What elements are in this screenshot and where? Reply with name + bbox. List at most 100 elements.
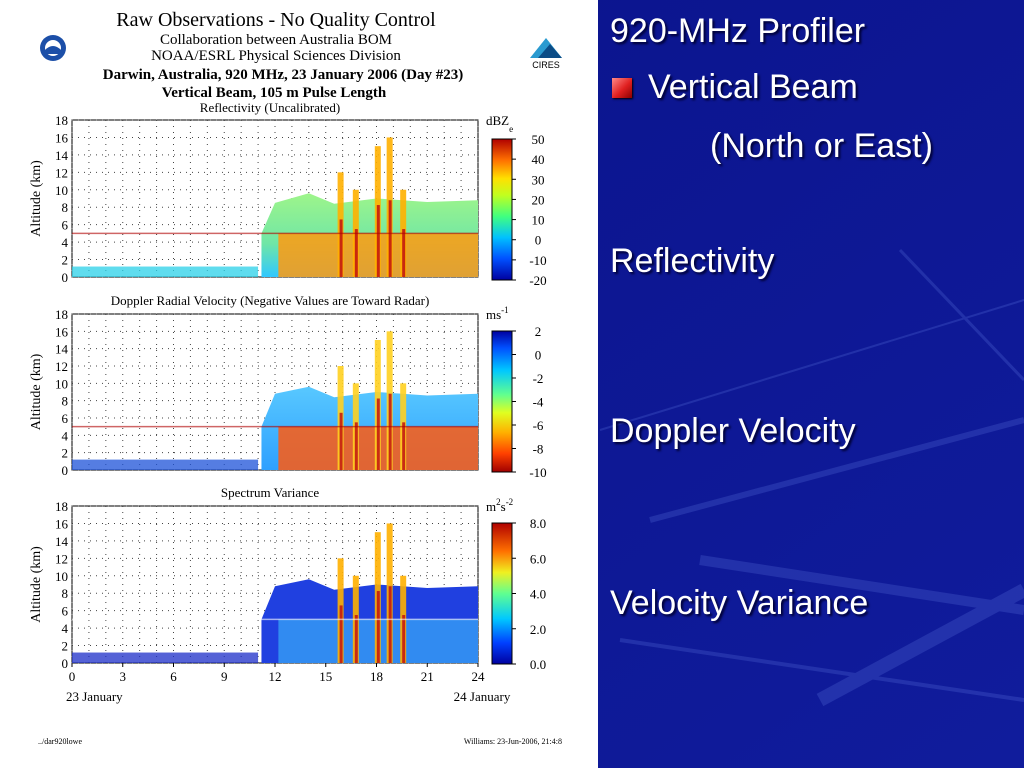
data-field [72, 331, 478, 470]
convective-core [388, 393, 392, 470]
colorbar-tick-label: -10 [529, 253, 546, 268]
y-axis-label: Altitude (km) [29, 160, 44, 237]
colorbar-tick-label: 0.0 [530, 657, 546, 672]
x-date-left: 23 January [66, 689, 123, 704]
data-field [72, 137, 478, 277]
x-tick-label: 0 [69, 669, 76, 684]
convective-core [339, 605, 343, 663]
convective-core [388, 586, 392, 663]
colorbar-tick-label: 50 [532, 132, 545, 147]
convective-core [339, 219, 343, 277]
convective-core [376, 205, 380, 277]
colorbar-tick-label: 6.0 [530, 551, 546, 566]
y-tick-label: 8 [62, 200, 69, 215]
figure-panel: Raw Observations - No Quality Control Co… [0, 0, 598, 768]
x-tick-label: 6 [170, 669, 177, 684]
colorbar-tick-label: 10 [532, 213, 545, 228]
y-tick-label: 16 [55, 324, 69, 339]
cires-logo: CIRES [530, 38, 562, 70]
figure-subtitle-org: NOAA/ESRL Physical Sciences Division [151, 48, 401, 64]
convective-core [388, 200, 392, 277]
figure-title: Raw Observations - No Quality Control [116, 9, 436, 31]
colorbar-tick-label: -4 [533, 395, 544, 410]
boundary-layer-echo [72, 652, 259, 663]
footer-left: ../dar920lowe [38, 737, 82, 746]
label-doppler-velocity: Doppler Velocity [610, 412, 856, 450]
bullet-north-or-east: (North or East) [710, 127, 933, 165]
colorbar-tick-label: 4.0 [530, 587, 546, 602]
y-tick-label: 18 [55, 113, 68, 128]
convective-core [339, 412, 343, 470]
colorbar [491, 330, 513, 473]
y-tick-label: 18 [55, 499, 68, 514]
y-axis-label: Altitude (km) [29, 353, 44, 430]
x-tick-label: 9 [221, 669, 228, 684]
y-tick-label: 2 [62, 639, 69, 654]
colorbar-tick-label: 40 [532, 152, 545, 167]
y-tick-label: 4 [62, 428, 69, 443]
x-tick-label: 18 [370, 669, 383, 684]
convective-core [402, 422, 406, 470]
colorbar-tick-label: -2 [533, 371, 544, 386]
y-tick-label: 4 [62, 235, 69, 250]
slide-title: 920-MHz Profiler [610, 12, 866, 50]
colorbar-tick-label: 0 [535, 233, 542, 248]
y-tick-label: 12 [55, 551, 68, 566]
y-tick-label: 10 [55, 183, 68, 198]
convective-core [402, 615, 406, 663]
colorbar-tick-label: 0 [535, 348, 542, 363]
figure-subtitle-site: Darwin, Australia, 920 MHz, 23 January 2… [103, 67, 463, 83]
x-tick-label: 3 [120, 669, 127, 684]
convective-core [376, 591, 380, 663]
label-velocity-variance: Velocity Variance [610, 584, 869, 622]
y-axis-label: Altitude (km) [29, 546, 44, 623]
y-tick-label: 16 [55, 516, 69, 531]
y-tick-label: 18 [55, 307, 68, 322]
colorbar-tick-label: -20 [529, 273, 546, 288]
convective-core [402, 229, 406, 277]
x-tick-label: 12 [269, 669, 282, 684]
convective-core [354, 422, 358, 470]
x-tick-label: 24 [472, 669, 486, 684]
chart-panel-2: Doppler Radial Velocity (Negative Values… [29, 293, 547, 480]
colorbar-tick-label: -6 [533, 418, 544, 433]
y-tick-label: 16 [55, 130, 69, 145]
colorbar-tick-label: 8.0 [530, 516, 546, 531]
footer-right: Williams: 23-Jun-2006, 21:4:8 [464, 737, 562, 746]
profiler-figure: Raw Observations - No Quality Control Co… [29, 9, 562, 746]
y-tick-label: 0 [62, 463, 69, 478]
colorbar [491, 522, 513, 665]
y-tick-label: 14 [55, 342, 69, 357]
colorbar-tick-label: -10 [529, 465, 546, 480]
y-tick-label: 6 [62, 218, 69, 233]
chart-title: Doppler Radial Velocity (Negative Values… [111, 293, 430, 308]
colorbar-unit-label: ms-1 [486, 305, 509, 322]
y-tick-label: 8 [62, 394, 69, 409]
chart-title: Spectrum Variance [221, 485, 320, 500]
colorbar-tick-label: 2.0 [530, 622, 546, 637]
y-tick-label: 8 [62, 586, 69, 601]
x-tick-label: 21 [421, 669, 434, 684]
figure-subtitle-beam: Vertical Beam, 105 m Pulse Length [162, 85, 387, 101]
chart-panel-1: Reflectivity (Uncalibrated) 0 2 4 6 8 10 12 14 16… [29, 100, 547, 288]
chart-panel-3: Spectrum Variance024681012141618Altitude… [29, 485, 546, 704]
y-tick-label: 0 [62, 656, 69, 671]
colorbar-tick-label: 2 [535, 324, 542, 339]
chart-panels: Reflectivity (Uncalibrated)0246810121416… [29, 100, 547, 704]
bullet-vertical-beam: Vertical Beam [648, 68, 858, 106]
colorbar-unit-label: dBZe [486, 113, 513, 134]
label-reflectivity: Reflectivity [610, 242, 775, 280]
y-tick-label: 6 [62, 604, 69, 619]
convective-core [354, 229, 358, 277]
y-tick-label: 2 [62, 446, 69, 461]
noaa-logo: NOAA [40, 35, 66, 61]
y-tick-label: 4 [62, 621, 69, 636]
convective-core [376, 398, 380, 470]
figure-subtitle-collab: Collaboration between Australia BOM [160, 32, 392, 48]
svg-text:CIRES: CIRES [532, 60, 560, 70]
convective-core [354, 615, 358, 663]
y-tick-label: 10 [55, 376, 68, 391]
colorbar-tick-label: 30 [532, 172, 545, 187]
bullet-square-icon [612, 78, 632, 98]
boundary-layer-echo [72, 459, 259, 470]
